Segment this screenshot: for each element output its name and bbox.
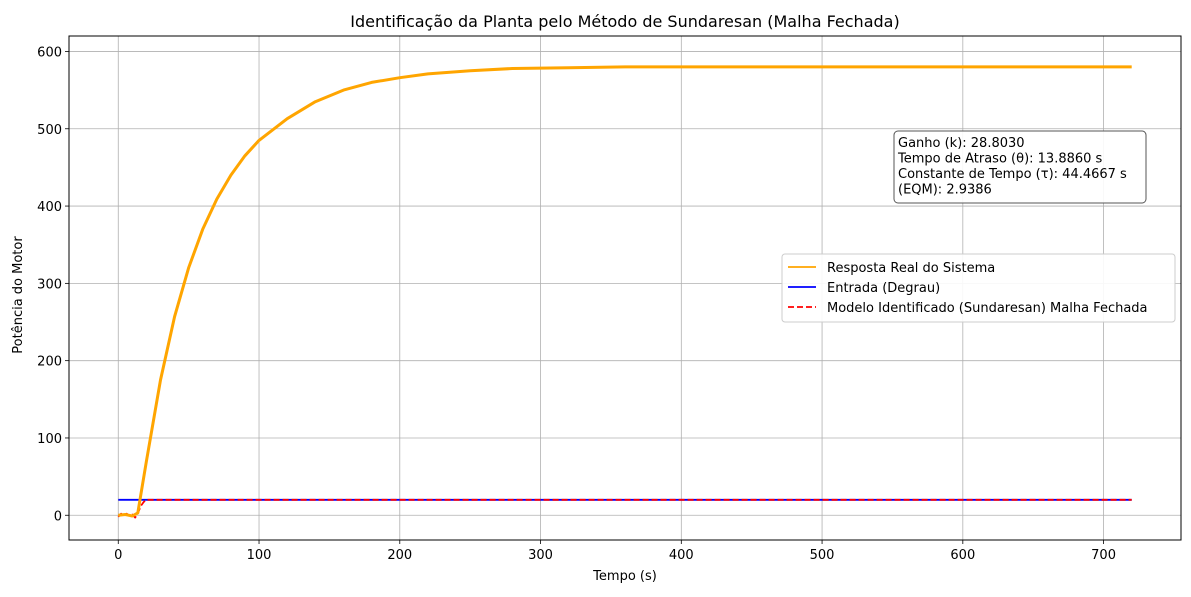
legend-label: Resposta Real do Sistema (827, 261, 995, 276)
annotation-line: (EQM): 2.9386 (898, 183, 992, 198)
y-tick-label: 100 (37, 432, 62, 447)
x-tick-label: 600 (950, 548, 975, 563)
y-tick-label: 400 (37, 200, 62, 215)
legend-label: Modelo Identificado (Sundaresan) Malha F… (827, 301, 1148, 316)
legend: Resposta Real do Sistema Entrada (Degrau)… (781, 253, 1176, 323)
x-tick-label: 100 (247, 548, 272, 563)
annotation-box (893, 130, 1147, 204)
annotation-line: Tempo de Atraso (θ): 13.8860 s (897, 152, 1103, 167)
x-tick-label: 700 (1091, 548, 1116, 563)
y-tick-label: 300 (37, 277, 62, 292)
x-tick-label: 400 (669, 548, 694, 563)
y-tick-label: 0 (54, 509, 62, 524)
annotation-line: Ganho (k): 28.8030 (898, 136, 1025, 151)
x-axis-label: Tempo (s) (592, 569, 657, 584)
ticks: 0 100 200 300 400 500 600 700 0 100 200 300 400 500 60… (37, 45, 1116, 563)
chart-title: Identificação da Planta pelo Método de S… (350, 12, 899, 31)
annotation-line: Constante de Tempo (τ): 44.4667 s (898, 167, 1127, 182)
y-tick-label: 200 (37, 355, 62, 370)
axes-frame (68, 35, 1182, 541)
x-tick-label: 300 (528, 548, 553, 563)
legend-label: Entrada (Degrau) (827, 281, 940, 296)
x-tick-label: 200 (387, 548, 412, 563)
x-tick-label: 0 (114, 548, 122, 563)
grid (69, 36, 1181, 540)
series-real-response-line (118, 65, 1132, 518)
legend-box (781, 253, 1176, 323)
y-tick-label: 600 (37, 45, 62, 60)
y-tick-label: 500 (37, 123, 62, 138)
y-axis-label: Potência do Motor (11, 236, 26, 354)
series-area (117, 65, 1132, 519)
x-tick-label: 500 (810, 548, 835, 563)
